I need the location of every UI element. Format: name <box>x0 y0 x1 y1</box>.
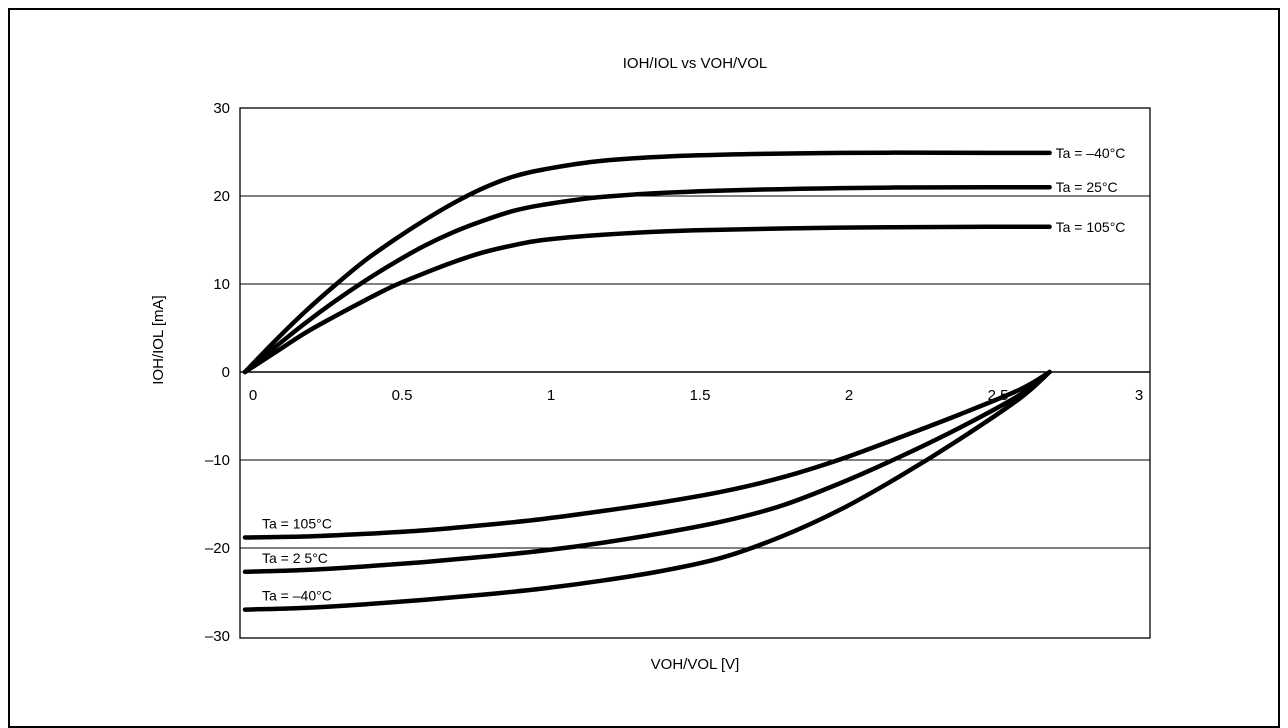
series-label-5: Ta = –40°C <box>262 588 332 604</box>
y-tick-label: –10 <box>205 452 230 469</box>
x-tick-label: 1 <box>547 387 555 404</box>
series-line-2 <box>242 224 1052 375</box>
y-axis-label: IOH/IOL [mA] <box>150 295 167 384</box>
series-label-0: Ta = –40°C <box>1056 145 1126 161</box>
series-line-1 <box>242 184 1052 375</box>
x-tick-label: 2 <box>845 387 853 404</box>
series-label-2: Ta = 105°C <box>1056 219 1126 235</box>
series-group <box>242 150 1052 612</box>
series-label-3: Ta = 105°C <box>262 515 332 531</box>
grid <box>240 195 1150 549</box>
y-tick-label: 30 <box>213 100 230 117</box>
y-tick-label: 0 <box>222 364 230 381</box>
series-line-0 <box>242 150 1052 375</box>
series-line-5 <box>242 369 1052 612</box>
series-label-1: Ta = 25°C <box>1056 179 1118 195</box>
chart: IOH/IOL vs VOH/VOL VOH/VOL [V] IOH/IOL [… <box>150 55 1151 673</box>
x-tick-label: 0.5 <box>392 387 413 404</box>
x-tick-label: 2.5 <box>988 387 1009 404</box>
y-tick-label: 20 <box>213 188 230 205</box>
series-annotations: Ta = –40°C Ta = 25°C Ta = 105°C Ta = 105°C T… <box>262 145 1125 604</box>
y-tick-label: –20 <box>205 540 230 557</box>
plot-area-border <box>239 107 1151 639</box>
x-axis-label: VOH/VOL [V] <box>651 656 740 673</box>
x-tick-label: 0 <box>249 387 257 404</box>
tick-labels: 30 20 10 0 –10 –20 –30 0 0.5 1 1.5 2 2.5 3 <box>205 100 1143 645</box>
chart-title: IOH/IOL vs VOH/VOL <box>623 55 767 72</box>
series-label-4: Ta = 2 5°C <box>262 550 328 566</box>
series-line-3 <box>242 369 1052 540</box>
x-tick-label: 1.5 <box>690 387 711 404</box>
series-line-4 <box>242 369 1052 575</box>
y-tick-label: 10 <box>213 276 230 293</box>
y-tick-label: –30 <box>205 628 230 645</box>
x-tick-label: 3 <box>1135 387 1143 404</box>
